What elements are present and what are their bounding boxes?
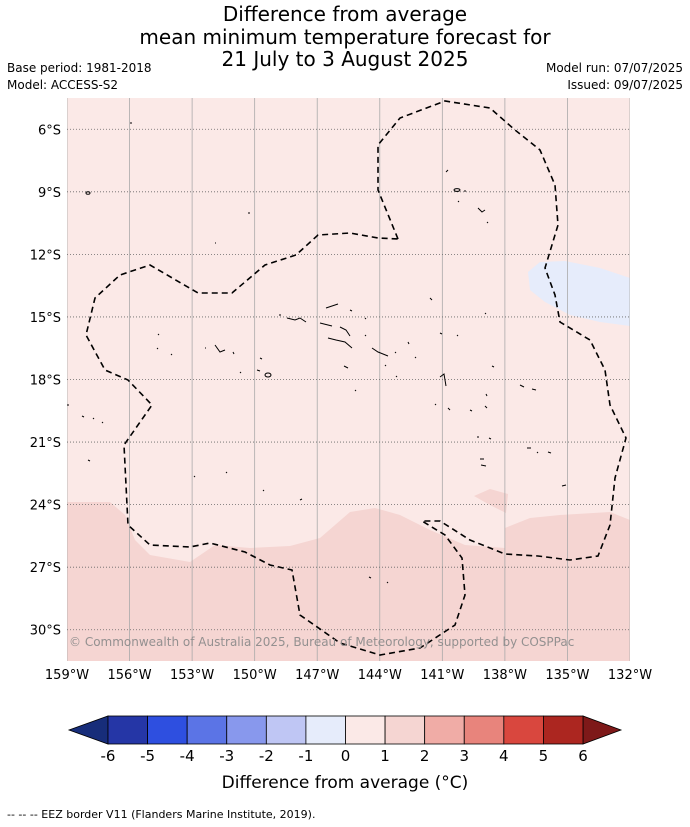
colorbar-tick-label: 4 bbox=[499, 747, 509, 765]
lat-tick-label: 15°S bbox=[30, 311, 61, 326]
colorbar-segment bbox=[463, 715, 505, 745]
title-line-2: mean minimum temperature forecast for bbox=[139, 25, 551, 49]
colorbar-segment bbox=[345, 715, 386, 745]
lon-tick-label: 132°W bbox=[608, 668, 652, 683]
lon-tick-label: 156°W bbox=[107, 668, 151, 683]
colorbar-low-extend bbox=[67, 715, 109, 745]
colorbar-tick-label: 1 bbox=[380, 747, 390, 765]
colorbar-tick-label: 2 bbox=[420, 747, 430, 765]
lat-tick-label: 12°S bbox=[30, 248, 61, 263]
lat-tick-label: 18°S bbox=[30, 374, 61, 389]
lat-tick-label: 30°S bbox=[30, 624, 61, 639]
lat-tick-label: 6°S bbox=[38, 123, 61, 138]
model-run: Model run: 07/07/2025 bbox=[545, 61, 683, 75]
colorbar-tick-label: -5 bbox=[140, 747, 155, 765]
colorbar-tick-label: -2 bbox=[259, 747, 274, 765]
map-grid bbox=[67, 98, 630, 661]
colorbar-high-extend bbox=[582, 715, 623, 745]
issued-date: Issued: 09/07/2025 bbox=[567, 78, 683, 92]
copyright-notice: © Commonwealth of Australia 2025, Bureau… bbox=[69, 635, 574, 649]
title-line-1: Difference from average bbox=[222, 2, 468, 26]
colorbar-tick-label: 3 bbox=[459, 747, 469, 765]
base-period: Base period: 1981-2018 bbox=[7, 61, 152, 75]
lat-tick-label: 24°S bbox=[30, 499, 61, 514]
lat-tick-label: 21°S bbox=[30, 436, 61, 451]
colorbar-segment bbox=[503, 715, 544, 745]
colorbar-segment bbox=[107, 715, 148, 745]
model-name: Model: ACCESS-S2 bbox=[7, 78, 119, 92]
map-area: © Commonwealth of Australia 2025, Bureau… bbox=[67, 98, 630, 661]
title-line-3: 21 July to 3 August 2025 bbox=[221, 47, 469, 71]
lon-tick-label: 147°W bbox=[295, 668, 339, 683]
footnote: -- -- -- EEZ border V11 (Flanders Marine… bbox=[7, 808, 316, 821]
colorbar-segment bbox=[147, 715, 188, 745]
lat-tick-label: 9°S bbox=[38, 186, 61, 201]
axis-tick-labels: 159°W 156°W 153°W 150°W 147°W 144°W 141°W 138°W… bbox=[30, 123, 653, 683]
colorbar-tick-label: 0 bbox=[341, 747, 351, 765]
colorbar-segment bbox=[424, 715, 465, 745]
lon-tick-label: 141°W bbox=[420, 668, 464, 683]
colorbar-segment bbox=[305, 715, 346, 745]
lat-tick-label: 27°S bbox=[30, 561, 61, 576]
lon-tick-label: 144°W bbox=[358, 668, 402, 683]
colorbar-tick-label: 5 bbox=[539, 747, 549, 765]
anomaly-region-cool bbox=[528, 261, 630, 326]
island-markers bbox=[67, 122, 567, 584]
lon-tick-label: 138°W bbox=[483, 668, 527, 683]
colorbar-tick-label: 6 bbox=[578, 747, 588, 765]
colorbar-label: Difference from average (°C) bbox=[221, 773, 469, 793]
anomaly-region-south bbox=[67, 502, 630, 661]
colorbar-segment bbox=[186, 715, 228, 745]
colorbar-tick-label: -6 bbox=[101, 747, 116, 765]
lon-tick-label: 159°W bbox=[45, 668, 89, 683]
colorbar-segment bbox=[265, 715, 307, 745]
colorbar-segment bbox=[384, 715, 426, 745]
lon-tick-label: 150°W bbox=[233, 668, 277, 683]
eez-border-line bbox=[85, 100, 627, 656]
lon-tick-label: 135°W bbox=[545, 668, 589, 683]
colorbar-tick-label: -3 bbox=[219, 747, 234, 765]
lon-tick-label: 153°W bbox=[170, 668, 214, 683]
colorbar-tick-label: -1 bbox=[298, 747, 313, 765]
anomaly-region-patch bbox=[474, 489, 508, 513]
colorbar-tick-label: -4 bbox=[180, 747, 195, 765]
colorbar-segment bbox=[543, 715, 584, 745]
colorbar: -6 -5 -4 -3 -2 -1 0 1 2 3 4 5 6 bbox=[67, 715, 623, 765]
colorbar-segment bbox=[226, 715, 267, 745]
